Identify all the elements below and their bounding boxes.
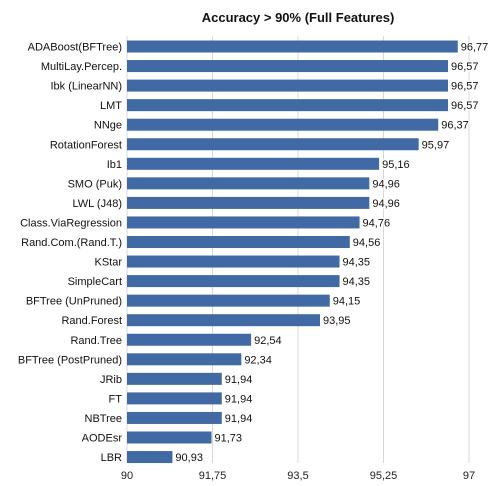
category-label: Ib1	[107, 159, 122, 171]
value-labels: 96,77 96,57 96,57 96,57 96,37 95,97 95,16 94,96…	[174, 40, 489, 465]
value-label: 96,57	[451, 61, 479, 73]
bar	[127, 177, 370, 190]
bar	[127, 353, 242, 366]
category-label: ADABoost(BFTree)	[28, 42, 122, 54]
value-label: 92,34	[244, 354, 272, 366]
value-label: 94,96	[372, 178, 400, 190]
category-label: NBTree	[85, 413, 123, 425]
x-tick-label: 95,25	[370, 470, 398, 481]
category-label: RotationForest	[50, 139, 122, 151]
category-label: BFTree (PostPruned)	[18, 354, 122, 366]
bar	[127, 431, 212, 444]
value-label: 94,35	[343, 276, 371, 288]
category-label: JRib	[100, 374, 122, 386]
x-axis-ticks: 90 91,75 93,5 95,25 97	[121, 470, 475, 482]
x-tick-label: 90	[121, 470, 133, 481]
bar	[127, 275, 340, 288]
value-label: 94,56	[353, 237, 381, 249]
x-tick-label: 91,75	[199, 470, 227, 481]
value-label: 94,35	[343, 257, 371, 269]
category-label: FT	[109, 393, 123, 405]
chart-title: Accuracy > 90% (Full Features)	[202, 10, 395, 25]
category-label: BFTree (UnPruned)	[26, 296, 122, 308]
category-label: LMT	[100, 100, 122, 112]
category-label: Rand.Forest	[61, 315, 122, 327]
category-label: MultiLay.Percep.	[41, 61, 122, 73]
category-label: AODEsr	[82, 433, 123, 445]
bar	[127, 40, 458, 53]
category-label: Rand.Tree	[70, 335, 122, 347]
bar	[127, 451, 173, 464]
bar	[127, 196, 370, 209]
value-label: 91,94	[225, 393, 253, 405]
category-label: SimpleCart	[68, 276, 122, 288]
category-label: SMO (Puk)	[68, 178, 122, 190]
category-label: NNge	[94, 120, 122, 132]
bar	[127, 216, 360, 229]
bar	[127, 118, 439, 131]
value-label: 92,54	[254, 335, 282, 347]
bar	[127, 255, 340, 268]
bar	[127, 392, 222, 405]
category-label: Ibk (LinearNN)	[50, 81, 122, 93]
bar	[127, 60, 448, 73]
value-label: 91,94	[225, 413, 253, 425]
value-label: 94,96	[372, 198, 400, 210]
category-label: Rand.Com.(Rand.T.)	[21, 237, 122, 249]
value-label: 96,57	[451, 81, 479, 93]
x-tick-label: 97	[463, 470, 475, 481]
x-tick-label: 93,5	[287, 470, 308, 481]
category-labels: ADABoost(BFTree) MultiLay.Percep. Ibk (Lin…	[18, 42, 122, 465]
value-label: 95,16	[382, 159, 410, 171]
value-label: 96,57	[451, 100, 479, 112]
bar	[127, 333, 252, 346]
bar	[127, 99, 448, 112]
bar	[127, 314, 320, 327]
bar	[127, 79, 448, 92]
value-label: 91,94	[225, 374, 253, 386]
value-label: 93,95	[323, 315, 351, 327]
value-label: 91,73	[215, 433, 243, 445]
bar	[127, 411, 222, 424]
bar	[127, 294, 330, 307]
bars	[127, 40, 458, 464]
value-label: 94,76	[363, 217, 391, 229]
category-label: LBR	[101, 452, 122, 464]
value-label: 96,77	[461, 42, 489, 54]
value-label: 95,97	[422, 139, 450, 151]
category-label: Class.ViaRegression	[20, 217, 122, 229]
value-label: 94,15	[333, 296, 361, 308]
value-label: 96,37	[441, 120, 469, 132]
category-label: LWL (J48)	[72, 198, 122, 210]
bar	[127, 236, 350, 248]
bar	[127, 157, 380, 170]
bar	[127, 372, 222, 385]
value-label: 90,93	[175, 452, 203, 464]
category-label: KStar	[94, 257, 122, 269]
bar	[127, 138, 419, 151]
